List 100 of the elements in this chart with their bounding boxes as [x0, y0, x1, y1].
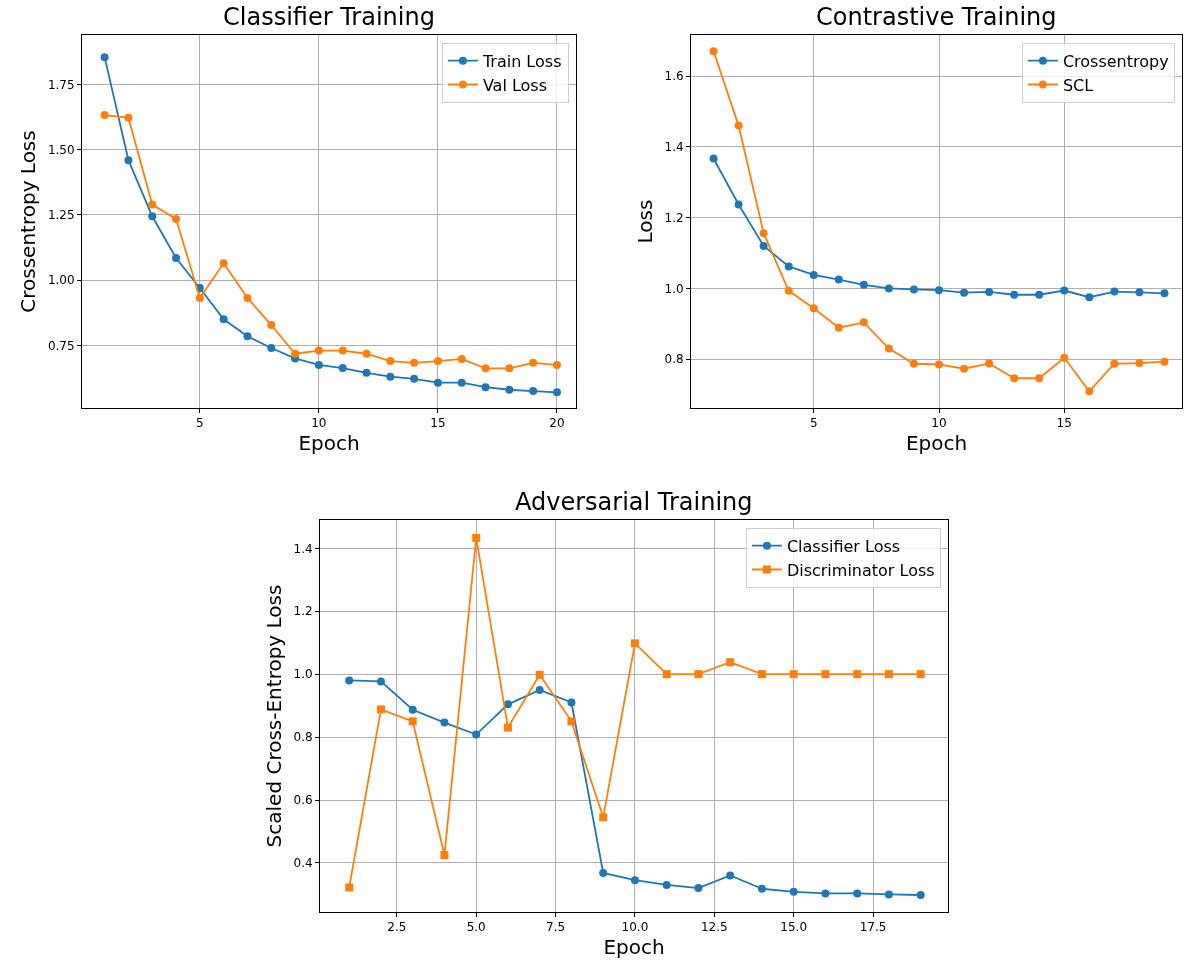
- point: [1035, 290, 1044, 299]
- legend-label: Discriminator Loss: [786, 560, 935, 580]
- point: [535, 670, 544, 679]
- point: [853, 889, 862, 898]
- point: [1160, 357, 1169, 366]
- x-tick-label: 10: [931, 416, 947, 431]
- point: [853, 670, 862, 679]
- point: [505, 364, 514, 373]
- point: [726, 871, 735, 880]
- point: [809, 270, 818, 279]
- point: [172, 214, 181, 223]
- point: [809, 304, 818, 313]
- point: [314, 360, 323, 369]
- point: [1085, 293, 1094, 302]
- y-axis-title: Loss: [633, 199, 658, 244]
- point: [362, 368, 371, 377]
- point: [552, 388, 561, 397]
- point: [1060, 353, 1069, 362]
- x-tick-label: 2.5: [387, 920, 407, 935]
- point: [535, 685, 544, 694]
- point: [345, 883, 354, 892]
- legend-label: Train Loss: [481, 51, 562, 71]
- x-axis-title: Epoch: [603, 934, 665, 959]
- x-tick-label: 10.0: [621, 920, 649, 935]
- chart-title: Classifier Training: [223, 3, 435, 31]
- point: [935, 286, 944, 295]
- x-tick-label: 5.0: [466, 920, 486, 935]
- x-tick-label: 15: [430, 416, 446, 431]
- point: [410, 374, 419, 383]
- point: [789, 670, 798, 679]
- legend-label: Classifier Loss: [786, 536, 901, 556]
- y-tick-label: 0.4: [293, 856, 313, 871]
- point: [859, 280, 868, 289]
- point: [1135, 288, 1144, 297]
- point: [734, 121, 743, 130]
- point: [440, 851, 449, 860]
- point: [784, 262, 793, 271]
- point: [291, 349, 300, 358]
- point: [709, 47, 718, 56]
- point: [376, 677, 385, 686]
- point: [529, 387, 538, 396]
- y-tick-label: 1.50: [47, 142, 75, 157]
- point: [884, 284, 893, 293]
- point: [935, 360, 944, 369]
- point: [834, 323, 843, 332]
- point: [960, 364, 969, 373]
- point: [884, 344, 893, 353]
- x-tick-label: 17.5: [859, 920, 887, 935]
- point: [433, 378, 442, 387]
- x-tick-label: 15: [1056, 416, 1072, 431]
- point: [529, 358, 538, 367]
- y-axis-title: Crossentropy Loss: [16, 130, 41, 313]
- x-tick-label: 12.5: [700, 920, 728, 935]
- point: [100, 111, 109, 120]
- y-tick-label: 0.8: [293, 730, 313, 745]
- x-tick-label: 15.0: [780, 920, 808, 935]
- y-tick-label: 1.00: [47, 273, 75, 288]
- point: [567, 717, 576, 726]
- point: [789, 887, 798, 896]
- point: [481, 383, 490, 392]
- point: [734, 200, 743, 209]
- chart-title: Adversarial Training: [515, 488, 753, 516]
- point: [759, 241, 768, 250]
- chart-title: Contrastive Training: [816, 3, 1057, 31]
- point: [821, 670, 830, 679]
- point: [567, 698, 576, 707]
- point: [124, 156, 133, 165]
- x-tick-label: 5: [196, 416, 204, 431]
- y-tick-label: 1.6: [664, 69, 684, 84]
- point: [386, 372, 395, 381]
- point: [243, 293, 252, 302]
- point: [694, 884, 703, 893]
- point: [916, 891, 925, 900]
- y-tick-label: 0.8: [664, 352, 684, 367]
- point: [909, 359, 918, 368]
- point: [985, 359, 994, 368]
- point: [694, 670, 703, 679]
- point: [985, 287, 994, 296]
- y-tick-label: 1.4: [293, 541, 313, 556]
- point: [148, 212, 157, 221]
- point: [1010, 374, 1019, 383]
- x-axis-title: Epoch: [298, 430, 360, 455]
- point: [909, 285, 918, 294]
- legend-label: Crossentropy: [1062, 51, 1169, 71]
- y-tick-label: 1.2: [664, 210, 684, 225]
- point: [148, 200, 157, 209]
- point: [503, 723, 512, 732]
- point: [219, 259, 228, 268]
- y-tick-label: 0.6: [293, 793, 313, 808]
- point: [630, 876, 639, 885]
- y-tick-label: 1.25: [47, 208, 75, 223]
- point: [1085, 387, 1094, 396]
- point: [960, 288, 969, 297]
- point: [1110, 287, 1119, 296]
- x-tick-label: 20: [549, 416, 565, 431]
- y-tick-label: 0.75: [47, 338, 75, 353]
- point: [662, 670, 671, 679]
- point: [1010, 290, 1019, 299]
- point: [821, 889, 830, 898]
- point: [338, 364, 347, 373]
